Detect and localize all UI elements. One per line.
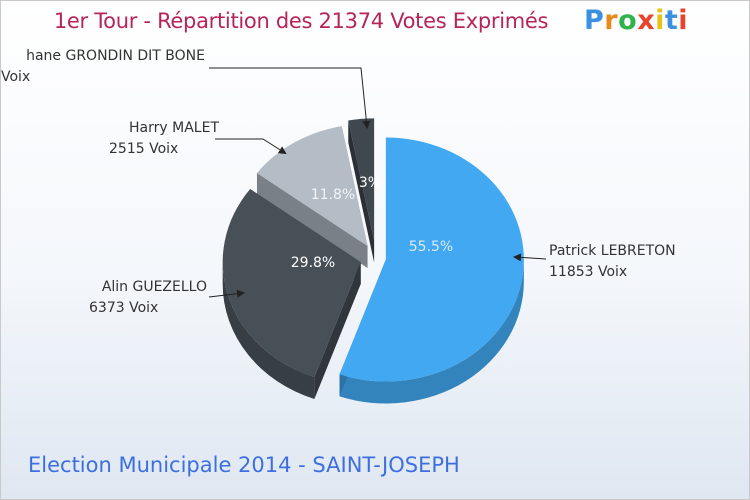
pie-slice-face: [314, 262, 361, 400]
proxiti-logo[interactable]: Proxiti: [584, 5, 688, 36]
pie-slice: [256, 126, 368, 269]
chart-title: 1er Tour - Répartition des 21374 Votes E…: [53, 9, 549, 33]
logo-letter: t: [664, 5, 679, 36]
slice-name-label: Patrick LEBRETON: [549, 243, 676, 259]
slice-votes-label: 6373 Voix: [89, 300, 158, 316]
pie-slice-top: [256, 126, 368, 247]
election-footer: Election Municipale 2014 - SAINT-JOSEPH: [28, 453, 460, 477]
pie-slice-face: [348, 120, 375, 263]
slice-percent-label: 3%: [359, 175, 381, 191]
pie-slice: [348, 118, 375, 263]
pie-slice-side: [222, 262, 315, 400]
slice-votes-label: 2515 Voix: [109, 141, 178, 157]
pie-slice-face: [256, 172, 368, 269]
logo-letter: i: [678, 5, 689, 36]
pie-slice-top: [339, 137, 524, 382]
pie-slice-top: [348, 118, 375, 241]
pie-slice: [339, 137, 524, 404]
logo-letter: P: [584, 5, 605, 36]
slice-name-label: hane GRONDIN DIT BONE: [26, 48, 205, 64]
pie-slice: [222, 189, 361, 400]
pie-slice-side: [339, 259, 524, 404]
leader-line: [215, 138, 287, 155]
pie-slice-top: [222, 189, 361, 378]
slice-percent-label: 29.8%: [291, 255, 335, 271]
logo-letter: x: [637, 5, 656, 36]
slice-votes-label: 11853 Voix: [549, 264, 627, 280]
slice-votes-label: Voix: [1, 69, 30, 85]
leader-line: [513, 253, 547, 262]
slice-percent-label: 55.5%: [409, 239, 453, 255]
slice-percent-label: 11.8%: [311, 187, 355, 203]
leader-line: [209, 67, 371, 129]
leader-line: [208, 289, 245, 298]
slice-name-label: Alin GUEZELLO: [102, 279, 207, 295]
slice-name-label: Harry MALET: [129, 120, 219, 136]
logo-letter: i: [655, 5, 665, 36]
logo-letter: o: [618, 5, 638, 36]
logo-letter: r: [604, 5, 619, 36]
